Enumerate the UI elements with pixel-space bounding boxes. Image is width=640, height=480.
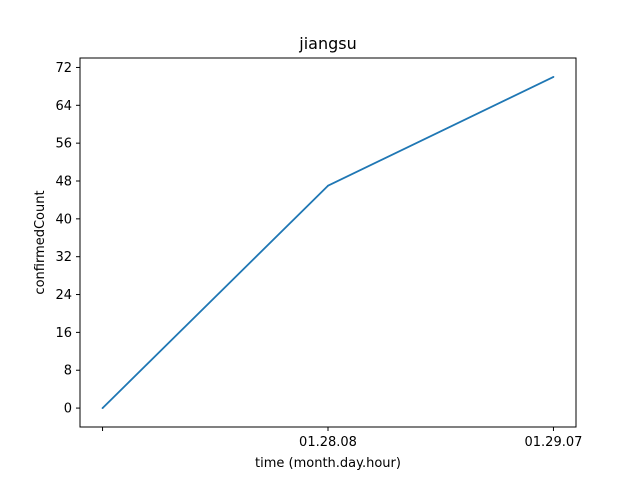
data-point [327, 184, 329, 187]
axes-frame [79, 57, 577, 428]
y-tick-label: 64 [55, 99, 72, 114]
y-tick-label: 48 [55, 175, 72, 190]
chart-title: jiangsu [298, 34, 356, 53]
y-tick-label: 0 [64, 402, 72, 417]
x-axis-label: time (month.day.hour) [255, 456, 401, 471]
y-tick-label: 16 [55, 326, 72, 341]
y-tick-label: 32 [55, 250, 72, 265]
data-point [552, 76, 555, 78]
y-tick-label: 56 [55, 137, 72, 152]
x-tick-label: 01.29.07 [525, 435, 583, 450]
y-axis-label: confirmedCount [33, 190, 48, 294]
y-tick-label: 24 [55, 288, 72, 303]
y-tick-label: 40 [55, 212, 72, 227]
x-tick-label: 01.28.08 [299, 435, 357, 450]
y-tick-label: 8 [64, 364, 72, 379]
y-tick-label: 72 [55, 61, 72, 76]
plot-area: 0 8 16 24 32 40 48 56 64 72 01.28.08 01.29.07 [55, 61, 582, 450]
data-point [101, 407, 104, 409]
